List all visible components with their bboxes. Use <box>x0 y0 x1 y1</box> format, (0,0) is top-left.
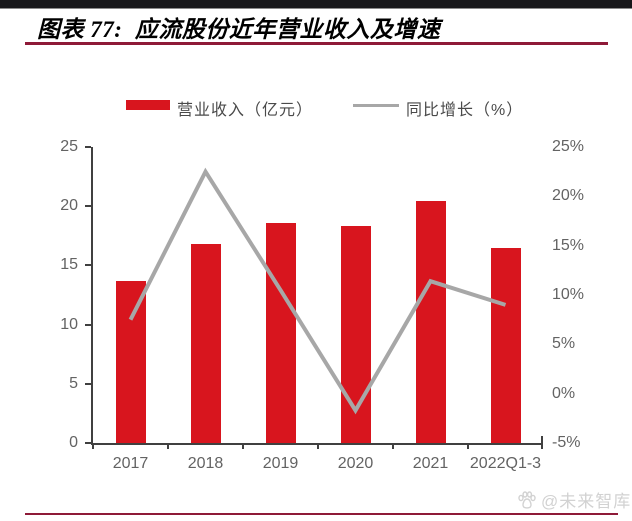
y-axis-line <box>91 147 93 445</box>
right-axis-label-10%: 10% <box>552 286 585 303</box>
left-tick-5 <box>85 382 91 385</box>
footer-divider <box>25 513 618 515</box>
legend-bar-swatch <box>126 100 170 110</box>
x-tick-1 <box>167 443 169 449</box>
left-tick-15 <box>85 264 91 267</box>
bar-2020 <box>340 226 371 443</box>
right-axis-label-0%: 0% <box>552 384 576 402</box>
x-axis-label-2019: 2019 <box>262 455 299 472</box>
title-underline <box>25 42 608 45</box>
chart-title: 图表 77: 应流股份近年营业收入及增速 <box>37 17 441 42</box>
x-axis-label-2022Q1-3: 2022Q1-3 <box>469 455 542 472</box>
left-axis-label-10: 10 <box>60 315 78 333</box>
x-tick-0 <box>92 443 94 449</box>
right-axis-label-5%: 5% <box>552 335 576 353</box>
x-axis-label-2017: 2017 <box>112 455 149 472</box>
left-axis-label-15: 15 <box>60 256 78 274</box>
axis-end-cap <box>541 436 543 443</box>
bar-2022Q1-3 <box>490 247 521 443</box>
left-axis-label-5: 5 <box>69 374 78 392</box>
right-axis-label-25%: 25% <box>552 138 585 155</box>
bar-2019 <box>265 222 296 443</box>
growth-line-path <box>128 167 507 415</box>
x-axis-label-2021: 2021 <box>412 455 449 472</box>
x-tick-5 <box>467 443 469 449</box>
left-tick-10 <box>85 323 91 326</box>
x-tick-2 <box>242 443 244 449</box>
window-top-strip <box>0 0 632 9</box>
bar-2018 <box>190 244 221 443</box>
legend-line-swatch <box>353 104 399 107</box>
left-tick-25 <box>85 146 91 148</box>
legend-growth-label: 同比增长（%） <box>406 102 524 119</box>
bar-2017 <box>115 280 146 443</box>
right-axis-label--5%: -5% <box>552 434 581 451</box>
x-axis-label-2018: 2018 <box>187 455 224 472</box>
x-axis-label-2020: 2020 <box>337 455 374 472</box>
legend-revenue-label: 营业收入（亿元） <box>177 102 314 119</box>
legend: 营业收入（亿元） 同比增长（%） <box>0 96 632 119</box>
x-tick-6 <box>541 443 543 449</box>
bar-2021 <box>415 201 446 443</box>
paw-logo-icon <box>518 490 536 509</box>
right-axis-label-20%: 20% <box>552 187 585 205</box>
left-axis-label-20: 20 <box>60 197 78 215</box>
watermark-text: @未来智库 <box>541 492 632 511</box>
watermark: @未来智库 <box>517 487 631 512</box>
right-axis-label-15%: 15% <box>552 236 585 254</box>
x-tick-4 <box>392 443 394 449</box>
x-tick-3 <box>317 443 319 449</box>
left-tick-0 <box>85 442 91 444</box>
left-axis-label-25: 25 <box>60 138 78 155</box>
left-tick-20 <box>85 205 91 208</box>
left-axis-label-0: 0 <box>69 434 78 451</box>
